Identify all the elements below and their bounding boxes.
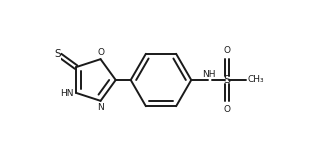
Text: S: S — [54, 49, 61, 59]
Text: O: O — [223, 46, 230, 55]
Text: CH₃: CH₃ — [248, 76, 264, 84]
Text: S: S — [223, 75, 230, 85]
Text: NH: NH — [202, 70, 216, 79]
Text: N: N — [98, 103, 104, 112]
Text: O: O — [98, 48, 105, 57]
Text: O: O — [223, 105, 230, 114]
Text: HN: HN — [60, 89, 73, 98]
